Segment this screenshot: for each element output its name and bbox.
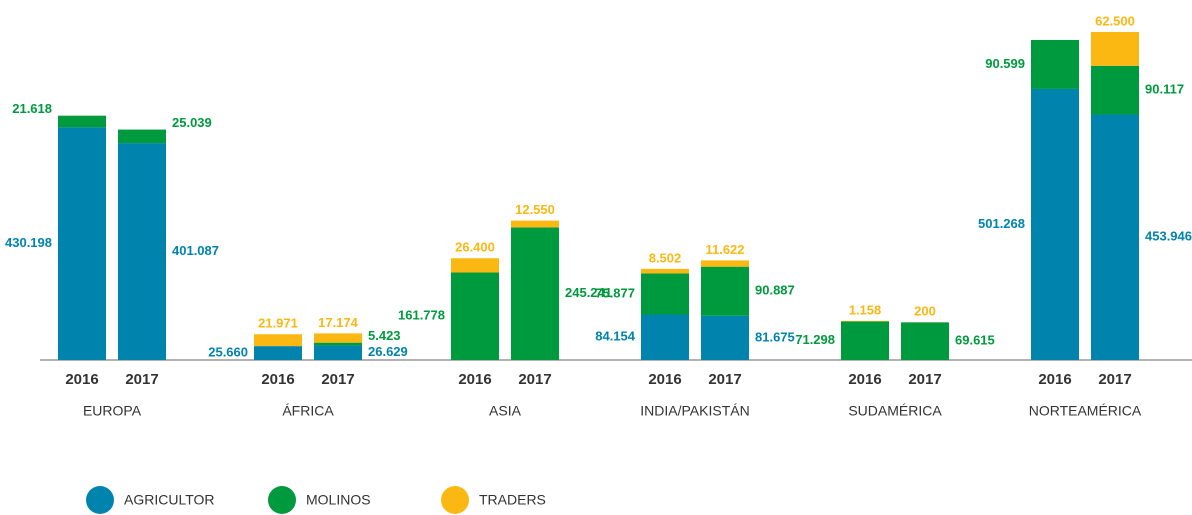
bar-segment [254, 334, 302, 347]
group-label: ASIA [489, 403, 522, 419]
bar-segment [901, 322, 949, 360]
value-label: 90.887 [755, 283, 795, 298]
bar-segment [314, 333, 362, 343]
bar-segment [451, 258, 499, 273]
value-label: 21.971 [258, 316, 298, 331]
bar-segment [118, 129, 166, 144]
bar-segment [1091, 32, 1139, 66]
legend-label: AGRICULTOR [124, 492, 215, 508]
bar-segment [841, 321, 889, 360]
value-label: 5.423 [368, 328, 401, 343]
bar-segment [1031, 88, 1079, 361]
value-label: 81.675 [755, 329, 795, 344]
bar-segment [1091, 114, 1139, 360]
value-label: 26.400 [455, 240, 495, 255]
value-label: 11.622 [705, 242, 744, 257]
value-label: 430.198 [5, 235, 52, 250]
bar-segment [641, 268, 689, 274]
x-tick-label: 2016 [1038, 371, 1071, 388]
value-label: 453.946 [1145, 229, 1192, 244]
bar-segment [1031, 39, 1079, 89]
value-label: 25.660 [208, 344, 248, 359]
value-label: 245.241 [565, 285, 612, 300]
value-label: 21.618 [12, 101, 52, 116]
bar-segment [58, 127, 106, 360]
x-tick-label: 2017 [708, 371, 741, 388]
value-label: 26.629 [368, 344, 408, 359]
bar-segment [701, 260, 749, 267]
bar-segment [701, 266, 749, 316]
bar-segment [641, 273, 689, 315]
value-label: 84.154 [595, 329, 636, 344]
x-tick-label: 2016 [65, 371, 98, 388]
bar-segment [58, 115, 106, 128]
legend-swatch [441, 486, 469, 514]
x-tick-label: 2017 [1098, 371, 1131, 388]
x-tick-label: 2016 [648, 371, 681, 388]
bar-segment [511, 227, 559, 360]
group-label: SUDAMÉRICA [848, 403, 942, 419]
bar-segment [314, 345, 362, 360]
bar-segment [1091, 65, 1139, 115]
x-tick-label: 2017 [321, 371, 354, 388]
group-label: EUROPA [83, 403, 142, 419]
x-tick-label: 2016 [848, 371, 881, 388]
x-tick-label: 2017 [908, 371, 941, 388]
bar-segment [451, 272, 499, 360]
value-label: 200 [914, 304, 936, 319]
value-label: 501.268 [978, 216, 1025, 231]
legend-swatch [86, 486, 114, 514]
bar-segment [841, 320, 889, 322]
bar-segment [314, 342, 362, 346]
bar-segment [701, 315, 749, 360]
group-label: INDIA/PAKISTÁN [640, 403, 749, 419]
value-label: 75.877 [595, 285, 635, 300]
value-label: 62.500 [1095, 13, 1135, 28]
value-label: 25.039 [172, 115, 212, 130]
bar-segment [641, 314, 689, 360]
value-label: 161.778 [398, 308, 445, 323]
value-label: 90.599 [985, 56, 1025, 71]
value-label: 1.158 [849, 302, 882, 317]
bar-segment [511, 220, 559, 228]
x-tick-label: 2016 [261, 371, 294, 388]
group-label: ÁFRICA [282, 403, 334, 419]
x-tick-label: 2017 [125, 371, 158, 388]
bar-segment [254, 346, 302, 360]
group-label: NORTEAMÉRICA [1029, 403, 1142, 419]
bar-segment [118, 143, 166, 360]
legend-swatch [268, 486, 296, 514]
x-tick-label: 2016 [458, 371, 491, 388]
value-label: 90.117 [1145, 82, 1184, 97]
value-label: 401.087 [172, 243, 219, 258]
value-label: 69.615 [955, 333, 995, 348]
legend-label: MOLINOS [306, 492, 371, 508]
value-label: 12.550 [515, 202, 555, 217]
x-tick-label: 2017 [518, 371, 551, 388]
legend-label: TRADERS [479, 492, 546, 508]
value-label: 17.174 [318, 315, 359, 330]
value-label: 71.298 [795, 332, 835, 347]
value-label: 8.502 [649, 250, 682, 265]
